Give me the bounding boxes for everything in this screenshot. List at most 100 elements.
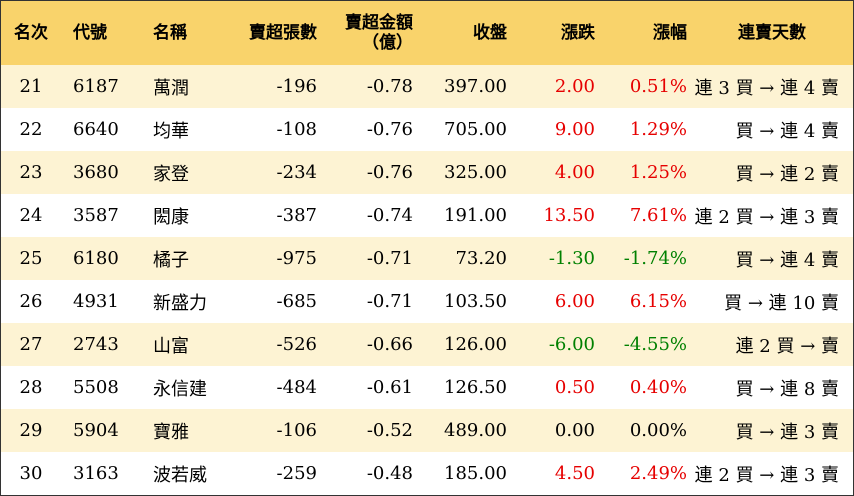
cell-streak: 買 → 連 4 賣 <box>735 249 839 271</box>
cell-name: 橘子 <box>153 249 189 271</box>
cell-name: 萬潤 <box>153 77 189 99</box>
cell-code: 3680 <box>73 162 119 183</box>
table-row: 28 5508 永信建 -484 -0.61 126.50 0.50 0.40% 買 → 連 8… <box>1 366 853 409</box>
cell-net-sell-amount: -0.78 <box>366 76 413 97</box>
cell-name: 家登 <box>153 163 189 185</box>
cell-net-sell-lots: -526 <box>276 334 317 355</box>
cell-change-pct: 7.61% <box>629 205 687 226</box>
cell-change: -6.00 <box>548 334 595 355</box>
cell-close: 191.00 <box>444 205 507 226</box>
cell-streak: 買 → 連 3 賣 <box>735 421 839 443</box>
cell-net-sell-lots: -106 <box>276 420 317 441</box>
cell-name: 寶雅 <box>153 421 189 443</box>
cell-streak: 買 → 連 2 賣 <box>735 163 839 185</box>
header-close: 收盤 <box>473 23 507 43</box>
cell-streak: 買 → 連 8 賣 <box>735 378 839 400</box>
cell-net-sell-amount: -0.76 <box>366 162 413 183</box>
cell-rank: 26 <box>19 291 43 312</box>
cell-change-pct: 1.29% <box>629 119 687 140</box>
cell-rank: 25 <box>19 248 43 269</box>
cell-code: 4931 <box>73 291 119 312</box>
cell-net-sell-amount: -0.66 <box>366 334 413 355</box>
header-row: 名次 代號 名稱 賣超張數 賣超金額 （億） 收盤 漲跌 漲幅 連賣天數 <box>1 1 853 65</box>
table-row: 25 6180 橘子 -975 -0.71 73.20 -1.30 -1.74% 買 → 連 4… <box>1 237 853 280</box>
table-row: 21 6187 萬潤 -196 -0.78 397.00 2.00 0.51% 連 3 買 → … <box>1 65 853 108</box>
cell-change-pct: -4.55% <box>623 334 687 355</box>
cell-net-sell-amount: -0.76 <box>366 119 413 140</box>
cell-rank: 23 <box>19 162 43 183</box>
cell-net-sell-lots: -108 <box>276 119 317 140</box>
table-row: 26 4931 新盛力 -685 -0.71 103.50 6.00 6.15% 買 → 連 1… <box>1 280 853 323</box>
cell-code: 6187 <box>73 76 119 97</box>
cell-streak: 連 2 買 → 連 3 賣 <box>694 206 839 228</box>
cell-close: 489.00 <box>444 420 507 441</box>
cell-code: 5508 <box>73 377 119 398</box>
cell-close: 185.00 <box>444 463 507 484</box>
cell-rank: 22 <box>19 119 43 140</box>
header-rank: 名次 <box>14 23 48 43</box>
cell-rank: 27 <box>19 334 43 355</box>
cell-change-pct: 0.40% <box>629 377 687 398</box>
header-net-sell-amount-unit: （億） <box>362 33 413 53</box>
table-header: 名次 代號 名稱 賣超張數 賣超金額 （億） 收盤 漲跌 漲幅 連賣天數 <box>1 1 853 65</box>
cell-streak: 買 → 連 10 賣 <box>724 292 839 314</box>
cell-close: 103.50 <box>444 291 507 312</box>
cell-change: -1.30 <box>548 248 595 269</box>
cell-net-sell-amount: -0.71 <box>366 248 413 269</box>
header-streak: 連賣天數 <box>738 23 806 43</box>
cell-code: 5904 <box>73 420 119 441</box>
cell-change-pct: 1.25% <box>629 162 687 183</box>
cell-rank: 21 <box>19 76 43 97</box>
cell-net-sell-amount: -0.74 <box>366 205 413 226</box>
cell-change: 6.00 <box>554 291 595 312</box>
cell-name: 波若威 <box>153 464 207 486</box>
cell-close: 126.50 <box>444 377 507 398</box>
cell-change: 0.00 <box>554 420 595 441</box>
cell-name: 閎康 <box>153 206 189 228</box>
table-row: 23 3680 家登 -234 -0.76 325.00 4.00 1.25% 買 → 連 2 … <box>1 151 853 194</box>
cell-streak: 連 3 買 → 連 4 賣 <box>694 77 839 99</box>
cell-close: 126.00 <box>444 334 507 355</box>
cell-change: 9.00 <box>554 119 595 140</box>
cell-code: 2743 <box>73 334 119 355</box>
cell-streak: 連 2 買 → 連 3 賣 <box>694 464 839 486</box>
cell-close: 73.20 <box>455 248 507 269</box>
cell-change-pct: 0.00% <box>629 420 687 441</box>
cell-change: 4.50 <box>554 463 595 484</box>
header-change: 漲跌 <box>561 23 595 43</box>
cell-rank: 30 <box>19 463 43 484</box>
cell-name: 均華 <box>153 120 189 142</box>
cell-change: 4.00 <box>554 162 595 183</box>
cell-change-pct: 2.49% <box>629 463 687 484</box>
cell-rank: 28 <box>19 377 43 398</box>
cell-net-sell-amount: -0.52 <box>366 420 413 441</box>
cell-name: 永信建 <box>153 378 207 400</box>
cell-change: 2.00 <box>554 76 595 97</box>
cell-net-sell-amount: -0.71 <box>366 291 413 312</box>
cell-change-pct: 0.51% <box>629 76 687 97</box>
cell-code: 3163 <box>73 463 119 484</box>
table-row: 24 3587 閎康 -387 -0.74 191.00 13.50 7.61% 連 2 買 →… <box>1 194 853 237</box>
cell-change-pct: 6.15% <box>629 291 687 312</box>
table-row: 29 5904 寶雅 -106 -0.52 489.00 0.00 0.00% 買 → 連 3 … <box>1 409 853 452</box>
header-net-sell-lots: 賣超張數 <box>249 23 317 43</box>
cell-code: 3587 <box>73 205 119 226</box>
cell-code: 6640 <box>73 119 119 140</box>
cell-change: 0.50 <box>554 377 595 398</box>
cell-name: 山富 <box>153 335 189 357</box>
cell-net-sell-amount: -0.61 <box>366 377 413 398</box>
cell-net-sell-lots: -975 <box>276 248 317 269</box>
cell-close: 397.00 <box>444 76 507 97</box>
table-row: 30 3163 波若威 -259 -0.48 185.00 4.50 2.49% 連 2 買 →… <box>1 452 853 495</box>
cell-net-sell-lots: -387 <box>276 205 317 226</box>
cell-close: 325.00 <box>444 162 507 183</box>
cell-streak: 買 → 連 4 賣 <box>735 120 839 142</box>
cell-net-sell-lots: -196 <box>276 76 317 97</box>
cell-net-sell-lots: -484 <box>276 377 317 398</box>
cell-net-sell-lots: -259 <box>276 463 317 484</box>
header-code: 代號 <box>73 23 107 43</box>
header-net-sell-amount-label: 賣超金額 <box>345 13 413 33</box>
cell-change-pct: -1.74% <box>623 248 687 269</box>
